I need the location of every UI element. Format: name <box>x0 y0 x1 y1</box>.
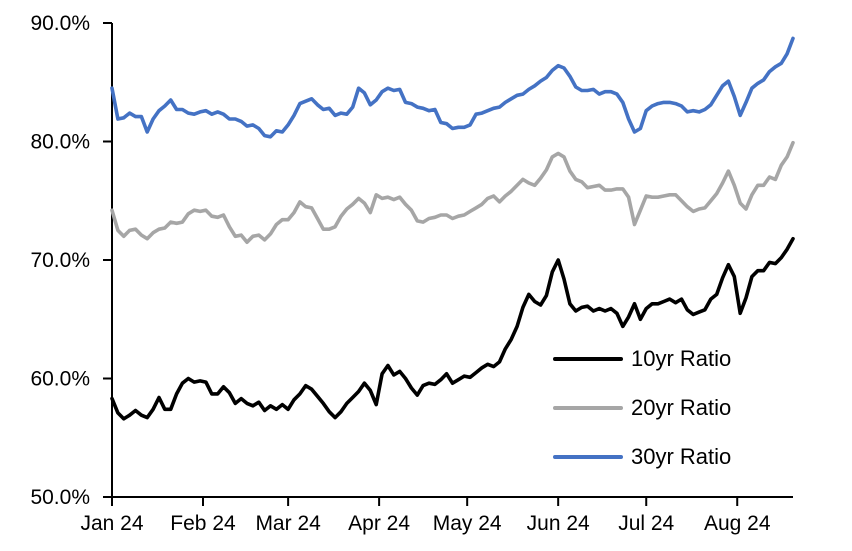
x-tick-label: Feb 24 <box>170 512 236 535</box>
series-line-20yr-ratio <box>110 140 795 244</box>
legend-item-10yr: 10yr Ratio <box>553 346 731 372</box>
y-tick-label: 70.0% <box>30 249 90 272</box>
x-tick-label: Jun 24 <box>527 512 590 535</box>
series-line-10yr-ratio <box>110 236 795 421</box>
legend-line-10yr <box>553 356 623 362</box>
x-tick-label: Jan 24 <box>80 512 143 535</box>
legend-label-10yr: 10yr Ratio <box>631 346 732 371</box>
y-tick-label: 90.0% <box>30 12 90 35</box>
legend-line-30yr <box>553 454 623 460</box>
legend-label-30yr: 30yr Ratio <box>631 444 732 469</box>
y-tick-label: 50.0% <box>30 486 90 509</box>
x-tick-label: Mar 24 <box>255 512 321 535</box>
legend: 10yr Ratio 20yr Ratio 30yr Ratio <box>553 346 731 493</box>
series-line-30yr-ratio <box>110 36 795 139</box>
y-tick-label: 60.0% <box>30 368 90 391</box>
y-tick-label: 80.0% <box>30 131 90 154</box>
legend-item-20yr: 20yr Ratio <box>553 395 731 421</box>
x-tick-label: Aug 24 <box>704 512 771 535</box>
legend-line-20yr <box>553 405 623 411</box>
legend-item-30yr: 30yr Ratio <box>553 444 731 470</box>
x-tick-label: May 24 <box>433 512 502 535</box>
legend-label-20yr: 20yr Ratio <box>631 395 732 420</box>
x-tick-label: Apr 24 <box>348 512 410 535</box>
x-tick-label: Jul 24 <box>618 512 674 535</box>
